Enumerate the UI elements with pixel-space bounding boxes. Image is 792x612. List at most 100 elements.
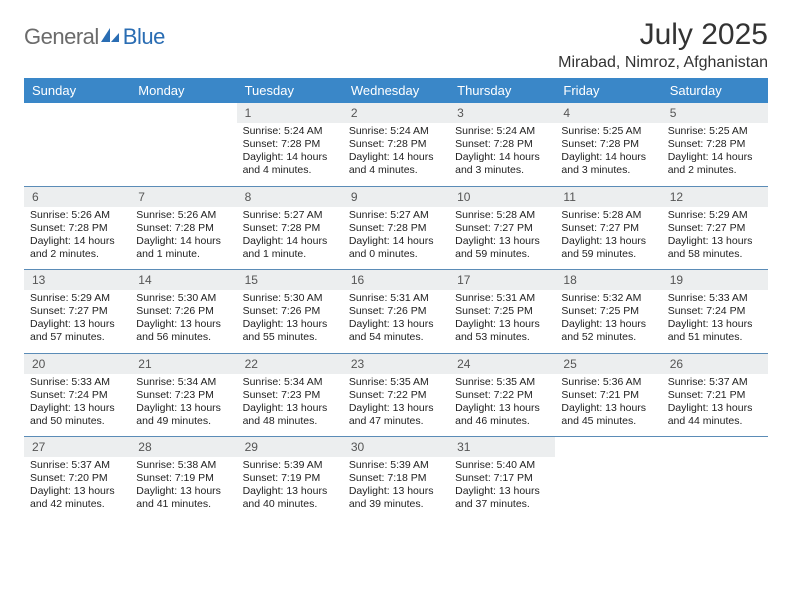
- day-details: Sunrise: 5:34 AMSunset: 7:23 PMDaylight:…: [130, 374, 236, 437]
- calendar-cell: 1Sunrise: 5:24 AMSunset: 7:28 PMDaylight…: [237, 103, 343, 186]
- day-details: Sunrise: 5:26 AMSunset: 7:28 PMDaylight:…: [130, 207, 236, 270]
- sunrise-text: Sunrise: 5:26 AM: [30, 209, 124, 222]
- calendar-row: 20Sunrise: 5:33 AMSunset: 7:24 PMDayligh…: [24, 353, 768, 437]
- day-details: Sunrise: 5:35 AMSunset: 7:22 PMDaylight:…: [343, 374, 449, 437]
- daylight-text: Daylight: 13 hours and 49 minutes.: [136, 402, 230, 428]
- day-number: 9: [343, 187, 449, 207]
- daylight-text: Daylight: 14 hours and 2 minutes.: [30, 235, 124, 261]
- sunset-text: Sunset: 7:22 PM: [349, 389, 443, 402]
- daylight-text: Daylight: 13 hours and 48 minutes.: [243, 402, 337, 428]
- calendar-row: 27 Sunrise: 5:37 AMSunset: 7:20 PMDayligh…: [24, 437, 768, 520]
- weekday-header: Tuesday: [237, 78, 343, 103]
- calendar-body: 0.0.1Sunrise: 5:24 AMSunset: 7:28 PMDayl…: [24, 103, 768, 520]
- sunrise-text: Sunrise: 5:31 AM: [349, 292, 443, 305]
- daylight-text: Daylight: 13 hours and 57 minutes.: [30, 318, 124, 344]
- sunset-text: Sunset: 7:21 PM: [561, 389, 655, 402]
- sunrise-text: Sunrise: 5:37 AM: [30, 459, 124, 472]
- day-number: 27: [24, 437, 130, 457]
- daylight-text: Daylight: 13 hours and 45 minutes.: [561, 402, 655, 428]
- calendar-cell: 11Sunrise: 5:28 AMSunset: 7:27 PMDayligh…: [555, 186, 661, 270]
- day-number: 3: [449, 103, 555, 123]
- sunset-text: Sunset: 7:24 PM: [668, 305, 762, 318]
- brand-logo: General Blue: [24, 18, 165, 50]
- day-number: 10: [449, 187, 555, 207]
- daylight-text: Daylight: 13 hours and 46 minutes.: [455, 402, 549, 428]
- calendar-cell: 10Sunrise: 5:28 AMSunset: 7:27 PMDayligh…: [449, 186, 555, 270]
- weekday-header: Friday: [555, 78, 661, 103]
- sunrise-text: Sunrise: 5:28 AM: [561, 209, 655, 222]
- day-details: Sunrise: 5:25 AMSunset: 7:28 PMDaylight:…: [555, 123, 661, 186]
- day-details: Sunrise: 5:39 AMSunset: 7:19 PMDaylight:…: [237, 457, 343, 520]
- sunset-text: Sunset: 7:28 PM: [136, 222, 230, 235]
- sunset-text: Sunset: 7:20 PM: [30, 472, 124, 485]
- calendar-cell: 25Sunrise: 5:36 AMSunset: 7:21 PMDayligh…: [555, 353, 661, 437]
- sunrise-text: Sunrise: 5:39 AM: [349, 459, 443, 472]
- sunset-text: Sunset: 7:28 PM: [349, 222, 443, 235]
- sunset-text: Sunset: 7:25 PM: [561, 305, 655, 318]
- daylight-text: Daylight: 13 hours and 59 minutes.: [561, 235, 655, 261]
- calendar-row: 13Sunrise: 5:29 AMSunset: 7:27 PMDayligh…: [24, 270, 768, 354]
- day-details: Sunrise: 5:29 AMSunset: 7:27 PMDaylight:…: [24, 290, 130, 353]
- sunset-text: Sunset: 7:25 PM: [455, 305, 549, 318]
- daylight-text: Daylight: 13 hours and 42 minutes.: [30, 485, 124, 511]
- day-number: 6: [24, 187, 130, 207]
- day-number: 5: [662, 103, 768, 123]
- location-text: Mirabad, Nimroz, Afghanistan: [558, 54, 768, 72]
- sunset-text: Sunset: 7:28 PM: [243, 222, 337, 235]
- day-number: 28: [130, 437, 236, 457]
- calendar-table: Sunday Monday Tuesday Wednesday Thursday…: [24, 78, 768, 520]
- calendar-cell: 22 Sunrise: 5:34 AMSunset: 7:23 PMDayligh…: [237, 353, 343, 437]
- calendar-cell: 13Sunrise: 5:29 AMSunset: 7:27 PMDayligh…: [24, 270, 130, 354]
- sunrise-text: Sunrise: 5:30 AM: [243, 292, 337, 305]
- brand-text-blue: Blue: [123, 24, 165, 50]
- sunrise-text: Sunrise: 5:34 AM: [243, 376, 337, 389]
- sunset-text: Sunset: 7:26 PM: [349, 305, 443, 318]
- sunrise-text: Sunrise: 5:25 AM: [561, 125, 655, 138]
- day-number: 20: [24, 354, 130, 374]
- day-details: Sunrise: 5:24 AMSunset: 7:28 PMDaylight:…: [449, 123, 555, 186]
- day-number: 17: [449, 270, 555, 290]
- month-title: July 2025: [558, 18, 768, 52]
- calendar-cell: 20Sunrise: 5:33 AMSunset: 7:24 PMDayligh…: [24, 353, 130, 437]
- sunrise-text: Sunrise: 5:25 AM: [668, 125, 762, 138]
- weekday-header: Monday: [130, 78, 236, 103]
- daylight-text: Daylight: 14 hours and 3 minutes.: [561, 151, 655, 177]
- calendar-cell: 19Sunrise: 5:33 AMSunset: 7:24 PMDayligh…: [662, 270, 768, 354]
- day-number: 22: [237, 354, 343, 374]
- sunset-text: Sunset: 7:17 PM: [455, 472, 549, 485]
- sunset-text: Sunset: 7:28 PM: [349, 138, 443, 151]
- sunrise-text: Sunrise: 5:24 AM: [455, 125, 549, 138]
- weekday-header: Wednesday: [343, 78, 449, 103]
- header-row: General Blue July 2025 Mirabad, Nimroz, …: [24, 18, 768, 72]
- calendar-cell: 0.: [130, 103, 236, 186]
- day-number: 21: [130, 354, 236, 374]
- day-number: 2: [343, 103, 449, 123]
- day-number: 11: [555, 187, 661, 207]
- calendar-row: 6Sunrise: 5:26 AMSunset: 7:28 PMDaylight…: [24, 186, 768, 270]
- day-details: Sunrise: 5:25 AMSunset: 7:28 PMDaylight:…: [662, 123, 768, 186]
- calendar-cell: 7Sunrise: 5:26 AMSunset: 7:28 PMDaylight…: [130, 186, 236, 270]
- sunset-text: Sunset: 7:23 PM: [243, 389, 337, 402]
- daylight-text: Daylight: 14 hours and 1 minute.: [243, 235, 337, 261]
- calendar-cell: 5Sunrise: 5:25 AMSunset: 7:28 PMDaylight…: [662, 103, 768, 186]
- daylight-text: Daylight: 13 hours and 44 minutes.: [668, 402, 762, 428]
- day-details: Sunrise: 5:31 AMSunset: 7:26 PMDaylight:…: [343, 290, 449, 353]
- day-number: 13: [24, 270, 130, 290]
- sunrise-text: Sunrise: 5:35 AM: [455, 376, 549, 389]
- day-details: Sunrise: 5:29 AMSunset: 7:27 PMDaylight:…: [662, 207, 768, 270]
- daylight-text: Daylight: 13 hours and 58 minutes.: [668, 235, 762, 261]
- sunset-text: Sunset: 7:26 PM: [136, 305, 230, 318]
- day-details: Sunrise: 5:38 AMSunset: 7:19 PMDaylight:…: [130, 457, 236, 520]
- sunrise-text: Sunrise: 5:24 AM: [349, 125, 443, 138]
- calendar-cell: 3Sunrise: 5:24 AMSunset: 7:28 PMDaylight…: [449, 103, 555, 186]
- daylight-text: Daylight: 13 hours and 59 minutes.: [455, 235, 549, 261]
- sunset-text: Sunset: 7:28 PM: [455, 138, 549, 151]
- sunset-text: Sunset: 7:28 PM: [668, 138, 762, 151]
- sunrise-text: Sunrise: 5:29 AM: [668, 209, 762, 222]
- sunrise-text: Sunrise: 5:29 AM: [30, 292, 124, 305]
- calendar-cell: 14Sunrise: 5:30 AMSunset: 7:26 PMDayligh…: [130, 270, 236, 354]
- sunrise-text: Sunrise: 5:31 AM: [455, 292, 549, 305]
- day-number: 25: [555, 354, 661, 374]
- day-details: Sunrise: 5:28 AMSunset: 7:27 PMDaylight:…: [449, 207, 555, 270]
- calendar-cell: 29Sunrise: 5:39 AMSunset: 7:19 PMDayligh…: [237, 437, 343, 520]
